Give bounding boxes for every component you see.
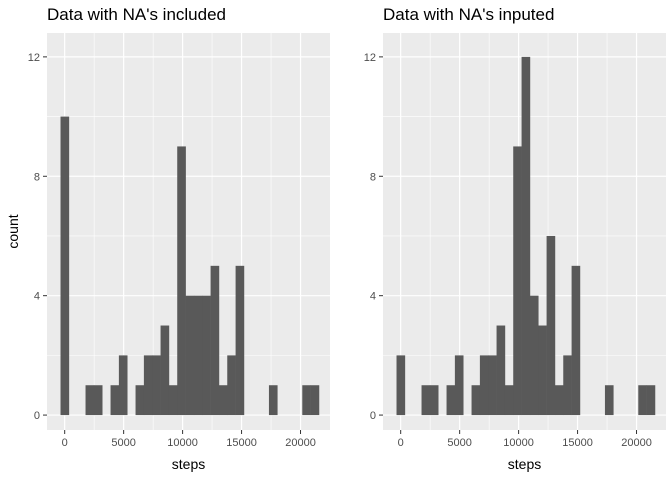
histogram-bar <box>85 385 95 416</box>
histogram-bar <box>646 385 656 416</box>
y-axis-ticks: 0 4 8 12 <box>28 52 47 422</box>
histogram-bar <box>227 355 236 416</box>
y-axis-ticks: 0 4 8 12 <box>364 52 383 422</box>
histogram-bar <box>563 355 572 416</box>
histogram-bar <box>152 355 161 416</box>
histogram-bar <box>479 355 489 416</box>
histogram-bar <box>454 355 464 416</box>
histogram-bar <box>504 385 514 416</box>
histogram-bar <box>210 265 220 416</box>
histogram-bar <box>421 385 431 416</box>
histogram-bar <box>488 355 497 416</box>
histogram-bar <box>60 116 70 416</box>
chart-title: Data with NA's included <box>47 5 226 24</box>
histogram-bar <box>604 385 614 416</box>
histogram-bar <box>310 385 320 416</box>
histogram-bar <box>302 385 311 416</box>
histogram-bar <box>471 385 481 416</box>
histogram-bars <box>396 56 656 416</box>
minor-gridlines <box>47 33 330 430</box>
histogram-bar <box>185 295 195 416</box>
x-tick-label: 20000 <box>621 437 652 449</box>
y-tick-label: 0 <box>34 410 40 422</box>
histogram-bar <box>538 325 547 416</box>
histogram-bar <box>235 265 245 416</box>
histogram-bar <box>529 295 539 416</box>
x-tick-label: 15000 <box>226 437 257 449</box>
histogram-bar <box>446 385 456 416</box>
histogram-bar <box>396 355 406 416</box>
histogram-bar <box>93 385 103 416</box>
histogram-bar <box>168 385 178 416</box>
histogram-bar <box>110 385 120 416</box>
x-tick-label: 5000 <box>447 437 471 449</box>
histogram-bar <box>202 295 211 416</box>
x-tick-label: 0 <box>62 437 68 449</box>
chart-title: Data with NA's inputed <box>383 5 554 24</box>
x-tick-label: 10000 <box>503 437 534 449</box>
x-axis-ticks: 0 5000 10000 15000 20000 <box>398 430 652 449</box>
histogram-bar <box>513 146 522 416</box>
histogram-bar <box>496 325 506 416</box>
histogram-bar <box>177 146 186 416</box>
histogram-bar <box>218 385 228 416</box>
y-tick-label: 4 <box>370 291 376 303</box>
x-tick-label: 5000 <box>111 437 135 449</box>
y-tick-label: 8 <box>34 171 40 183</box>
panel-na-inputed: Data with NA's inputed 0 5000 10000 15000 20… <box>364 5 666 472</box>
y-tick-label: 8 <box>370 171 376 183</box>
x-tick-label: 0 <box>398 437 404 449</box>
histogram-bar <box>429 385 439 416</box>
histogram-bars <box>60 116 320 416</box>
histogram-bar <box>193 295 203 416</box>
x-axis-ticks: 0 5000 10000 15000 20000 <box>62 430 316 449</box>
histogram-bar <box>546 235 556 416</box>
x-axis-title: steps <box>508 456 541 472</box>
x-tick-label: 20000 <box>285 437 316 449</box>
y-tick-label: 4 <box>34 291 40 303</box>
histogram-bar <box>521 56 531 416</box>
y-axis-title: count <box>5 214 21 248</box>
histogram-bar <box>554 385 564 416</box>
histogram-bar <box>143 355 153 416</box>
panel-na-included: Data with NA's included 0 5000 10000 15000 2… <box>5 5 330 472</box>
histogram-bar <box>118 355 128 416</box>
y-tick-label: 0 <box>370 410 376 422</box>
histogram-bar <box>571 265 581 416</box>
histogram-bar <box>160 325 170 416</box>
x-tick-label: 10000 <box>167 437 198 449</box>
histogram-bar <box>135 385 145 416</box>
y-tick-label: 12 <box>28 52 40 64</box>
y-tick-label: 12 <box>364 52 376 64</box>
histogram-bar <box>638 385 647 416</box>
x-tick-label: 15000 <box>562 437 593 449</box>
histogram-bar <box>268 385 278 416</box>
x-axis-title: steps <box>172 456 205 472</box>
